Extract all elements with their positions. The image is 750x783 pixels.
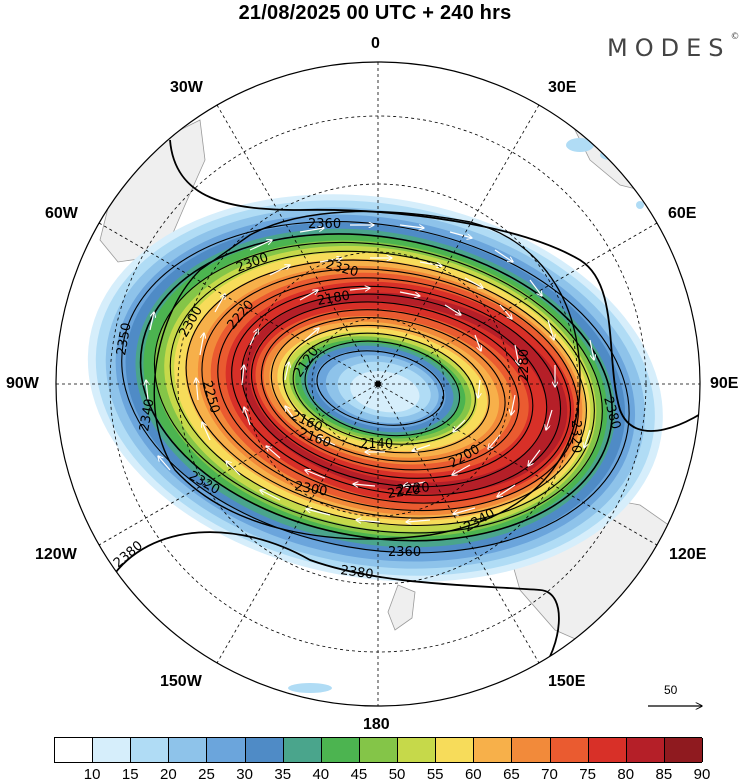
colorbar-swatch [512, 738, 551, 762]
colorbar-tick-label: 55 [426, 766, 444, 783]
south-pole-dot [375, 381, 381, 387]
colorbar-tick-label: 65 [503, 766, 520, 783]
contour-label: 2180 [316, 288, 351, 309]
lon-label-180: 180 [363, 716, 390, 733]
contour-label: 2280 [517, 349, 532, 382]
lon-label-30e: 30E [548, 79, 577, 96]
lon-label-30w: 30W [170, 79, 203, 96]
colorbar [54, 737, 703, 763]
colorbar-tick-label: 40 [312, 766, 330, 783]
colorbar-swatch [588, 738, 627, 762]
map-border [55, 61, 701, 707]
colorbar-tick-label: 60 [464, 766, 482, 783]
lon-label-120e: 120E [669, 546, 707, 563]
colorbar-swatch [245, 738, 284, 762]
colorbar-swatch [321, 738, 360, 762]
lon-label-150w: 150W [160, 673, 202, 690]
contour-label: 2140 [360, 437, 393, 452]
contour-label: 2360 [308, 217, 341, 232]
colorbar-swatch [93, 738, 132, 762]
lon-label-120w: 120W [35, 546, 77, 563]
colorbar-swatch [131, 738, 170, 762]
contour-label: 2220 [396, 480, 430, 498]
height-contours [121, 220, 630, 554]
contour-label: 2320 [568, 420, 583, 453]
reference-vector-label: 50 [664, 683, 678, 697]
lon-label-0: 0 [371, 35, 380, 52]
colorbar-tick-label: 45 [350, 766, 368, 783]
graticule [56, 62, 700, 706]
colorbar-swatch [207, 738, 246, 762]
lon-label-90e: 90E [710, 375, 739, 392]
contour-label: 2350 [114, 321, 135, 356]
colorbar-tick-label: 75 [579, 766, 596, 783]
colorbar-swatch [359, 738, 399, 762]
lon-label-60w: 60W [45, 205, 78, 222]
colorbar-swatch [283, 738, 322, 762]
wind-vectors [146, 225, 594, 522]
colorbar-swatch [398, 738, 437, 762]
contour-label: 2300 [293, 479, 328, 500]
colorbar-tick-label: 35 [274, 766, 292, 783]
colorbar-swatch [626, 738, 665, 762]
colorbar-tick-label: 50 [388, 766, 406, 783]
colorbar-swatch [664, 738, 703, 762]
map-title: 21/08/2025 00 UTC + 240 hrs [238, 2, 512, 24]
colorbar-swatch [436, 738, 475, 762]
contour-label: 2380 [339, 563, 374, 582]
colorbar-tick-label: 30 [236, 766, 253, 783]
contour-label: 2220 [386, 483, 421, 502]
colorbar-tick-label: 70 [541, 766, 558, 783]
colorbar-swatch [550, 738, 589, 762]
lon-label-60e: 60E [668, 205, 697, 222]
contour-label: 2360 [388, 545, 421, 560]
colorbar-swatch [474, 738, 513, 762]
lon-label-90w: 90W [6, 375, 39, 392]
modes-logo: MODES© [607, 32, 740, 62]
contour-label: 2340 [137, 397, 158, 432]
colorbar-swatch [55, 738, 94, 762]
colorbar-swatch [169, 738, 208, 762]
colorbar-tick-label: 25 [198, 766, 215, 783]
contour-2340-inner [153, 210, 581, 540]
colorbar-tick-label: 85 [655, 766, 673, 783]
new-zealand-land [387, 584, 416, 631]
colorbar-tick-label: 15 [121, 766, 139, 783]
colorbar-tick-label: 10 [83, 766, 101, 783]
colorbar-tick-label: 90 [693, 766, 711, 783]
colorbar-tick-label: 20 [160, 766, 177, 783]
contour-2380-outer [109, 139, 700, 673]
lon-label-150e: 150E [548, 673, 586, 690]
colorbar-tick-label: 80 [617, 766, 635, 783]
